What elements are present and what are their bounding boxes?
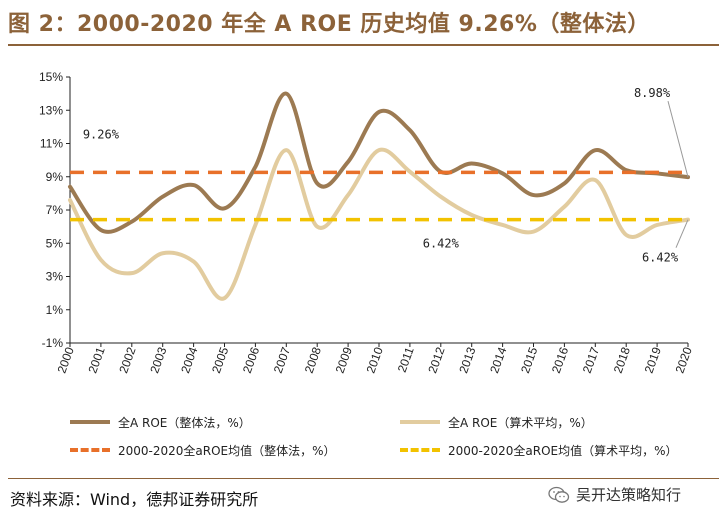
source-note: 资料来源：Wind，德邦证券研究所 [10, 490, 259, 509]
legend-item-mean-arithmetic: 2000-2020全aROE均值（算术平均，%） [400, 440, 678, 460]
y-tick-label: 1% [46, 303, 64, 317]
annotation-leader-line [667, 100, 689, 178]
x-tick-label: 2013 [456, 345, 478, 375]
legend-swatch-mean-overall [70, 448, 110, 452]
y-tick-label: 3% [46, 270, 64, 284]
x-tick-label: 2001 [85, 345, 107, 375]
legend-item-roe-overall: 全A ROE（整体法，%） [70, 412, 251, 432]
annotation-label: 6.42% [423, 237, 460, 251]
y-tick-label: 5% [46, 236, 64, 250]
x-tick-label: 2004 [178, 345, 200, 375]
annotation-label: 8.98% [634, 86, 671, 100]
x-tick-label: 2015 [518, 345, 540, 375]
x-tick-label: 2012 [425, 345, 447, 375]
title-divider [8, 44, 719, 46]
legend-label-roe-arithmetic: 全A ROE（算术平均，%） [448, 415, 593, 430]
x-tick-label: 2019 [642, 345, 664, 375]
series-layer [68, 91, 690, 301]
x-tick-label: 2005 [209, 345, 231, 375]
chart-legend: 全A ROE（整体法，%） 全A ROE（算术平均，%） 2000-2020全a… [70, 408, 710, 464]
y-tick-label: -1% [42, 336, 64, 350]
y-tick-label: 15% [39, 70, 63, 84]
y-tick-label: 9% [46, 170, 64, 184]
x-tick-label: 2002 [116, 345, 138, 375]
legend-swatch-roe-arithmetic [400, 420, 440, 424]
legend-label-mean-arithmetic: 2000-2020全aROE均值（算术平均，%） [448, 443, 678, 458]
x-tick-label: 2020 [673, 345, 695, 375]
x-tick-label: 2006 [240, 345, 262, 375]
annotation-label: 6.42% [642, 251, 679, 265]
series-roe-arithmetic-line [68, 147, 690, 301]
legend-swatch-mean-arithmetic [400, 448, 440, 452]
chart-title: 图 2：2000-2020 年全 A ROE 历史均值 9.26%（整体法） [8, 12, 650, 37]
wechat-watermark: 吴开达策略知行 [548, 484, 681, 505]
x-tick-label: 2014 [487, 345, 509, 375]
series-roe-overall-line [68, 91, 690, 234]
axes-layer: -1%1%3%5%7%9%11%13%15%2000 2001 2002 2003 20… [39, 70, 695, 375]
annotation-label: 9.26% [83, 127, 120, 141]
x-tick-label: 2009 [333, 345, 355, 375]
y-tick-label: 7% [46, 203, 64, 217]
x-tick-label: 2018 [611, 345, 633, 375]
legend-item-roe-arithmetic: 全A ROE（算术平均，%） [400, 412, 593, 432]
y-tick-label: 11% [40, 137, 63, 151]
x-tick-label: 2007 [271, 345, 293, 375]
watermark-text: 吴开达策略知行 [576, 486, 682, 504]
legend-item-mean-overall: 2000-2020全aROE均值（整体法，%） [70, 440, 336, 460]
x-tick-label: 2008 [302, 345, 324, 375]
legend-label-roe-overall: 全A ROE（整体法，%） [118, 415, 251, 430]
roe-line-chart: -1%1%3%5%7%9%11%13%15%2000 2001 2002 2003 20… [39, 70, 695, 375]
x-tick-label: 2010 [364, 345, 386, 375]
legend-label-mean-overall: 2000-2020全aROE均值（整体法，%） [118, 443, 336, 458]
annotation-leader-line [675, 219, 689, 248]
y-tick-label: 13% [39, 103, 63, 117]
x-tick-label: 2003 [147, 345, 169, 375]
wechat-icon [548, 486, 570, 503]
annotation-layer: 9.26% 6.42% 8.98% 6.42% [83, 86, 689, 265]
x-tick-label: 2017 [580, 345, 602, 375]
footer-divider [8, 478, 719, 479]
x-tick-label: 2011 [395, 345, 417, 374]
legend-swatch-roe-overall [70, 420, 110, 424]
x-tick-label: 2016 [549, 345, 571, 375]
